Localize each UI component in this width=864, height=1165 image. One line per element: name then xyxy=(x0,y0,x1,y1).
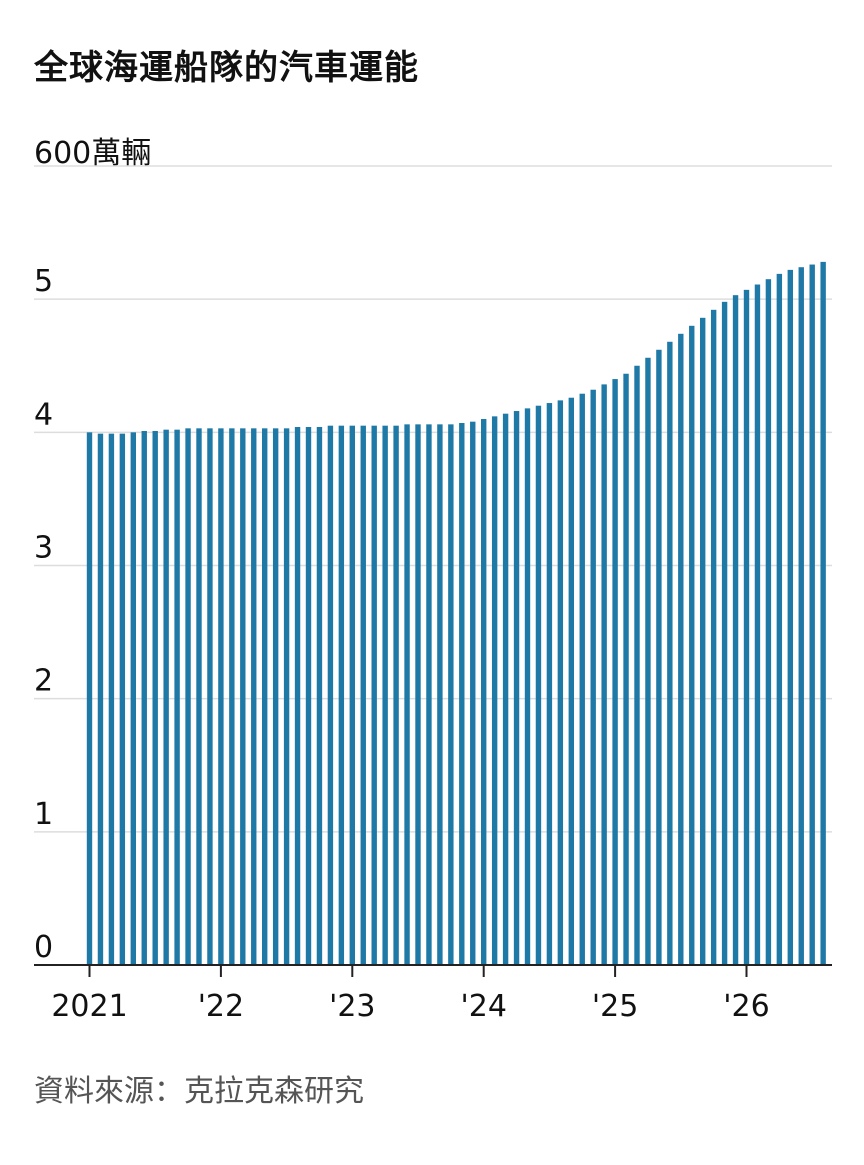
bar xyxy=(382,425,388,965)
bar xyxy=(502,413,509,965)
bar xyxy=(535,405,542,965)
y-tick-label: 1 xyxy=(34,797,53,832)
bar xyxy=(404,424,410,965)
bar xyxy=(481,419,487,965)
bar xyxy=(491,416,498,965)
bar xyxy=(754,284,761,966)
bar xyxy=(667,341,673,965)
bar xyxy=(524,408,531,965)
bar xyxy=(152,431,158,965)
y-tick-label: 5 xyxy=(34,264,53,299)
bar xyxy=(196,428,202,965)
bar xyxy=(470,421,476,965)
x-tick-label: '22 xyxy=(198,989,244,1024)
bar xyxy=(743,289,750,966)
bar xyxy=(294,427,301,965)
bars xyxy=(86,261,826,966)
bar xyxy=(207,428,213,965)
bar xyxy=(262,428,268,965)
bar xyxy=(426,424,432,965)
bar xyxy=(163,429,169,965)
bar xyxy=(787,269,793,965)
bar xyxy=(108,433,115,965)
source-note: 資料來源：克拉克森研究 xyxy=(34,1074,364,1109)
bar xyxy=(141,431,147,965)
bar xyxy=(437,424,443,965)
bar xyxy=(327,425,334,965)
x-tick-label: '24 xyxy=(460,989,506,1024)
bar xyxy=(765,279,772,966)
y-axis-unit-label: 600萬輛 xyxy=(34,136,152,171)
bar xyxy=(185,428,191,965)
bar xyxy=(448,424,454,965)
bar xyxy=(656,349,662,965)
bar xyxy=(349,425,355,965)
bar xyxy=(338,425,345,965)
y-tick-label: 2 xyxy=(34,664,53,699)
bar xyxy=(590,389,596,966)
bar xyxy=(689,325,695,965)
bar xyxy=(393,425,399,965)
bar xyxy=(86,432,93,965)
x-tick-label: 2021 xyxy=(51,989,127,1024)
x-axis-ticks: 2021 '22 '23 '24 '25 '26 xyxy=(51,989,769,1024)
bar xyxy=(678,333,684,965)
bar xyxy=(612,379,618,966)
bar xyxy=(229,428,235,965)
bar xyxy=(645,357,651,965)
bar xyxy=(623,373,629,965)
bar xyxy=(557,400,564,966)
y-tick-label: 0 xyxy=(34,930,53,965)
bar xyxy=(240,428,246,965)
bar xyxy=(459,423,465,965)
bar xyxy=(568,397,574,966)
bar xyxy=(732,295,739,966)
bar xyxy=(360,425,366,965)
bar xyxy=(251,428,257,965)
chart-title: 全球海運船隊的汽車運能 xyxy=(34,48,419,88)
bar xyxy=(700,317,706,965)
bar xyxy=(809,264,815,965)
bar xyxy=(119,433,126,965)
bar xyxy=(601,384,607,966)
bar xyxy=(513,411,520,965)
bar xyxy=(579,393,585,966)
bar xyxy=(710,309,717,965)
bar xyxy=(721,301,728,966)
bar xyxy=(272,428,279,965)
y-tick-label: 4 xyxy=(34,397,53,432)
bar xyxy=(174,429,180,965)
bar xyxy=(283,428,290,965)
bar xyxy=(776,273,783,965)
bar xyxy=(130,432,136,965)
y-axis-ticks: 0 1 2 3 4 5 xyxy=(34,264,53,965)
x-axis xyxy=(34,964,832,977)
x-tick-label: '23 xyxy=(329,989,375,1024)
bar xyxy=(316,427,323,965)
bar xyxy=(305,427,312,965)
bar xyxy=(634,365,640,965)
bar xyxy=(97,433,104,965)
bar xyxy=(415,424,421,965)
bar xyxy=(218,428,224,965)
bar xyxy=(820,261,826,965)
x-tick-label: '25 xyxy=(592,989,638,1024)
bar xyxy=(546,403,553,966)
y-tick-label: 3 xyxy=(34,531,53,566)
x-tick-label: '26 xyxy=(723,989,769,1024)
bar xyxy=(371,425,377,965)
bar xyxy=(798,267,804,965)
